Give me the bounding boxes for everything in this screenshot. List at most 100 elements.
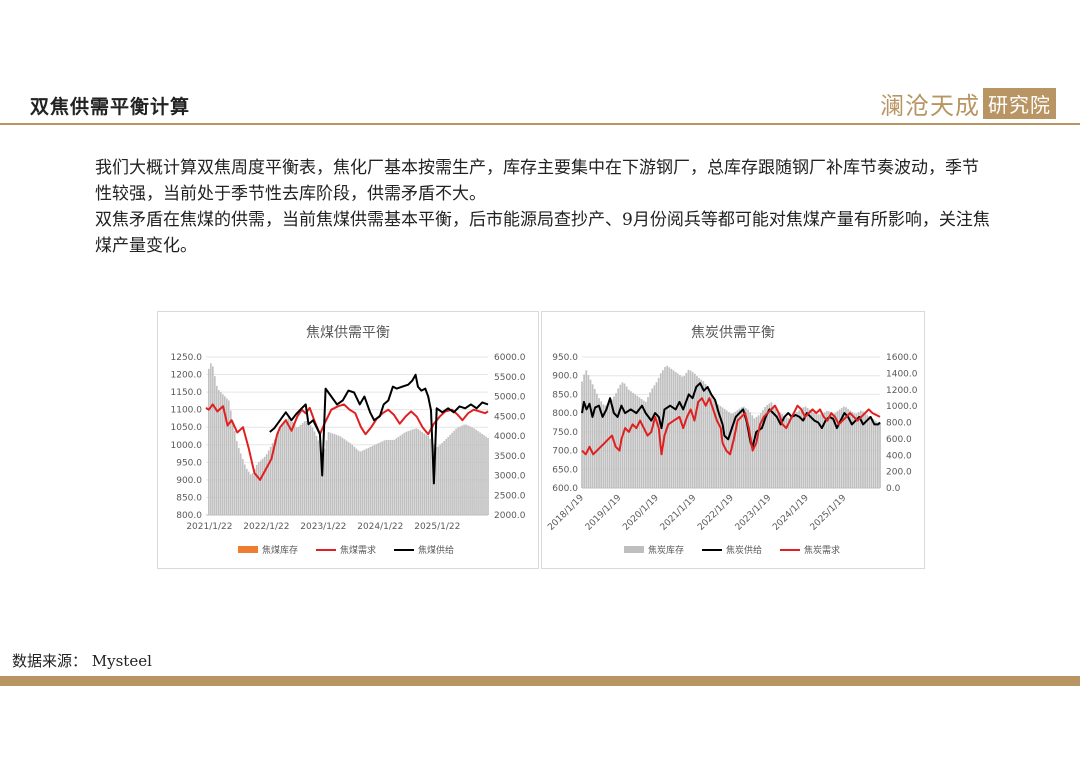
inventory-bar (583, 374, 585, 488)
inventory-bar (825, 410, 828, 488)
inventory-bar (355, 448, 358, 515)
inventory-bar (766, 405, 769, 488)
inventory-bar (668, 367, 671, 488)
inventory-bar (704, 383, 707, 488)
inventory-bar (845, 407, 847, 488)
inventory-bar (297, 426, 300, 515)
right-axis-tick-label: 800.0 (886, 419, 912, 429)
inventory-bar (738, 408, 741, 488)
inventory-bar (625, 386, 628, 488)
inventory-bar (457, 427, 459, 515)
left-axis-tick-label: 950.0 (176, 458, 202, 468)
inventory-bar (608, 402, 611, 488)
inventory-bar (401, 434, 404, 515)
inventory-bar (798, 410, 800, 488)
x-axis-tick-label: 2023/1/22 (300, 522, 346, 532)
inventory-bar (745, 408, 747, 488)
inventory-bar (696, 376, 698, 488)
inventory-bar (271, 443, 274, 515)
inventory-bar (363, 449, 366, 515)
inventory-bar (377, 443, 380, 515)
inventory-bar (715, 402, 717, 488)
inventory-bar (371, 446, 374, 515)
inventory-bar (659, 373, 662, 488)
inventory-bar (431, 441, 433, 515)
x-axis-tick-label: 2020/1/19 (621, 493, 661, 533)
right-axis-tick-label: 400.0 (886, 451, 912, 461)
inventory-bar (879, 422, 881, 488)
inventory-bar (717, 404, 720, 488)
inventory-bar (469, 426, 471, 515)
inventory-bar (477, 431, 479, 515)
inventory-bar (473, 428, 475, 515)
inventory-bar (369, 446, 372, 515)
inventory-bar (479, 432, 481, 515)
inventory-bar (413, 428, 416, 515)
right-axis-tick-label: 5500.0 (494, 373, 526, 383)
inventory-bar (857, 412, 860, 488)
inventory-bar (670, 368, 673, 488)
left-axis-tick-label: 850.0 (552, 390, 578, 400)
inventory-bar (459, 426, 461, 515)
series-line (581, 382, 881, 448)
inventory-bar (247, 471, 250, 515)
inventory-bar (817, 414, 820, 488)
left-axis-tick-label: 1250.0 (171, 353, 203, 363)
inventory-bar (349, 443, 352, 515)
inventory-bar (220, 392, 222, 515)
inventory-bars (208, 363, 489, 515)
inventory-bar (451, 432, 453, 515)
inventory-bar (409, 430, 412, 515)
page-title: 双焦供需平衡计算 (30, 96, 191, 118)
chart-title: 焦炭供需平衡 (691, 325, 775, 341)
inventory-bar (303, 421, 306, 515)
inventory-bar (379, 442, 382, 515)
left-axis-tick-label: 1000.0 (171, 441, 203, 451)
legend-label: 焦炭库存 (648, 544, 684, 556)
inventory-bar (423, 433, 425, 515)
inventory-bar (653, 385, 656, 488)
inventory-bar (794, 413, 796, 488)
inventory-bar (367, 447, 370, 515)
inventory-bar (676, 373, 679, 488)
inventory-bar (373, 445, 376, 515)
right-axis-tick-label: 5000.0 (494, 393, 526, 403)
inventory-bar (610, 399, 613, 488)
data-source: 数据来源： Mysteel (12, 652, 152, 670)
x-axis-tick-label: 2022/1/22 (243, 522, 289, 532)
inventory-bar (736, 410, 739, 488)
inventory-bar (700, 379, 703, 488)
inventory-bar (753, 418, 756, 488)
inventory-bar (751, 415, 754, 488)
inventory-bar (381, 441, 384, 515)
inventory-bar (407, 431, 410, 515)
inventory-bar (683, 376, 686, 488)
inventory-bar (397, 436, 400, 515)
inventory-bar (439, 444, 441, 515)
inventory-bar (411, 429, 414, 515)
inventory-bar (606, 403, 609, 488)
x-axis-tick-label: 2021/1/19 (659, 493, 699, 533)
inventory-bar (471, 427, 473, 515)
right-axis-tick-label: 1000.0 (886, 402, 918, 412)
inventory-bar (762, 410, 764, 488)
right-axis-tick-label: 3000.0 (494, 472, 526, 482)
inventory-bar (768, 403, 771, 488)
inventory-bar (623, 383, 626, 488)
inventory-bar (291, 421, 294, 515)
right-axis-tick-label: 4000.0 (494, 432, 526, 442)
inventory-bar (849, 410, 852, 488)
right-axis-tick-label: 0.0 (886, 484, 901, 494)
series-line (205, 403, 489, 481)
inventory-bar (222, 394, 224, 515)
inventory-bar (821, 413, 824, 488)
inventory-bar (210, 363, 212, 515)
inventory-bar (647, 397, 649, 488)
inventory-bar (261, 458, 264, 515)
inventory-bar (689, 370, 692, 488)
inventory-bar (593, 388, 596, 488)
left-axis-tick-label: 850.0 (176, 493, 202, 503)
inventory-bar (787, 418, 790, 488)
inventory-bar (321, 454, 324, 515)
inventory-bar (581, 381, 583, 488)
